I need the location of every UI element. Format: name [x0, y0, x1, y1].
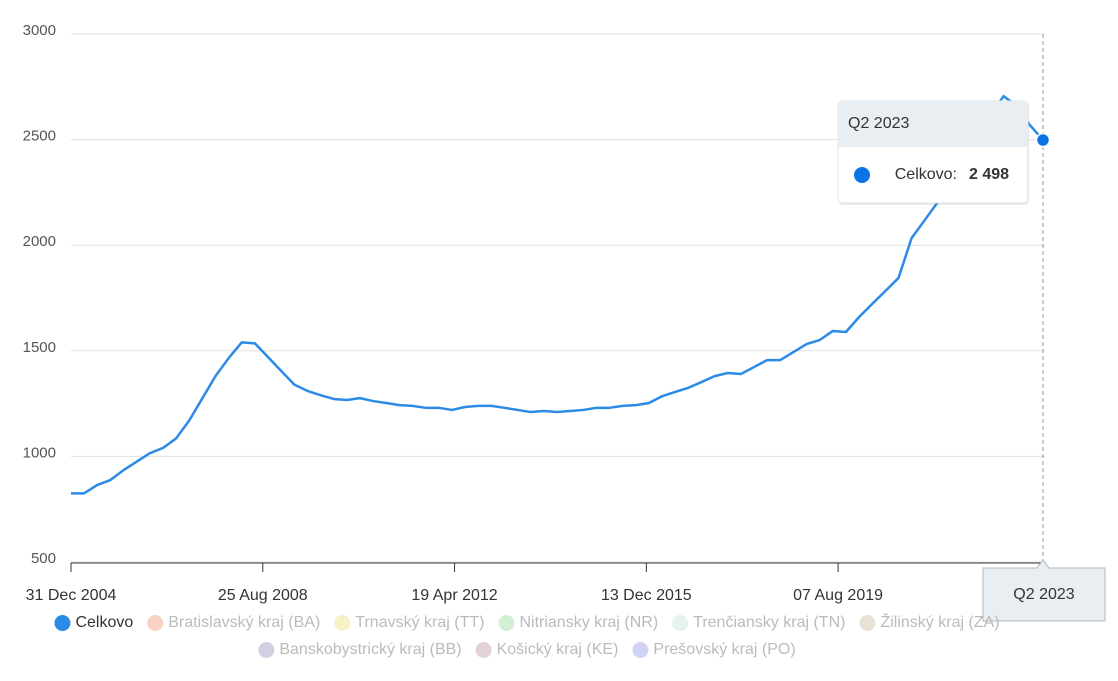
legend-item[interactable]: Žilinský kraj (ZA) — [859, 612, 1000, 631]
legend-label: Nitriansky kraj (NR) — [519, 614, 658, 631]
legend-item[interactable]: Banskobystrický kraj (BB) — [258, 641, 462, 658]
legend-swatch — [672, 615, 689, 631]
legend-item[interactable]: Celkovo — [54, 614, 133, 631]
x-tick-label: 19 Apr 2012 — [411, 587, 497, 604]
y-tick-label: 3000 — [23, 22, 56, 39]
legend-item[interactable]: Bratislavský kraj (BA) — [147, 614, 320, 631]
y-tick-label: 1000 — [23, 444, 56, 461]
legend-swatch — [258, 642, 275, 658]
legend-swatch — [334, 615, 351, 631]
legend-item[interactable]: Nitriansky kraj (NR) — [498, 614, 658, 631]
legend-swatch — [475, 642, 492, 658]
legend-swatch — [859, 615, 876, 631]
crosshair-label-box — [982, 559, 1106, 622]
legend-label: Trenčiansky kraj (TN) — [693, 614, 845, 631]
legend-item[interactable]: Trnavský kraj (TT) — [334, 614, 484, 631]
legend-item[interactable]: Prešovský kraj (PO) — [632, 641, 796, 658]
x-tick-label: 25 Aug 2008 — [218, 587, 308, 604]
legend-swatch — [632, 642, 649, 658]
x-tick-label: 07 Aug 2019 — [793, 587, 883, 604]
tooltip-value: 2 498 — [969, 166, 1009, 183]
tooltip-title: Q2 2023 — [848, 115, 909, 132]
legend-swatch — [498, 615, 515, 631]
legend-label: Trnavský kraj (TT) — [355, 614, 484, 631]
y-tick-label: 1500 — [23, 339, 56, 356]
tooltip-header — [838, 101, 1028, 147]
legend-swatch — [54, 615, 71, 631]
highlight-point — [1035, 132, 1051, 148]
legend-row: Banskobystrický kraj (BB) Košický kraj (K… — [258, 641, 796, 658]
legend-label: Prešovský kraj (PO) — [653, 641, 795, 658]
legend-item[interactable]: Košický kraj (KE) — [475, 641, 619, 658]
legend-label: Banskobystrický kraj (BB) — [279, 641, 461, 658]
legend-swatch — [147, 615, 164, 631]
y-tick-label: 2500 — [23, 128, 56, 145]
x-tick-label: 31 Dec 2004 — [26, 587, 117, 604]
legend-label: Celkovo — [75, 614, 133, 631]
series-line — [71, 94, 1044, 495]
legend-row: Celkovo Bratislavský kraj (BA) Trnavský kr… — [54, 612, 1000, 631]
legend-label: Bratislavský kraj (BA) — [168, 614, 320, 631]
tooltip-dot — [854, 167, 870, 183]
y-tick-label: 2000 — [23, 233, 56, 250]
x-tick-label: 13 Dec 2015 — [601, 587, 692, 604]
y-tick-label: 500 — [31, 550, 56, 567]
legend-label: Košický kraj (KE) — [497, 641, 619, 658]
legend-label: Žilinský kraj (ZA) — [880, 612, 999, 631]
crosshair-label: Q2 2023 — [1013, 586, 1074, 603]
tooltip-name: Celkovo: — [895, 166, 957, 183]
legend-item[interactable]: Trenčiansky kraj (TN) — [672, 614, 845, 631]
